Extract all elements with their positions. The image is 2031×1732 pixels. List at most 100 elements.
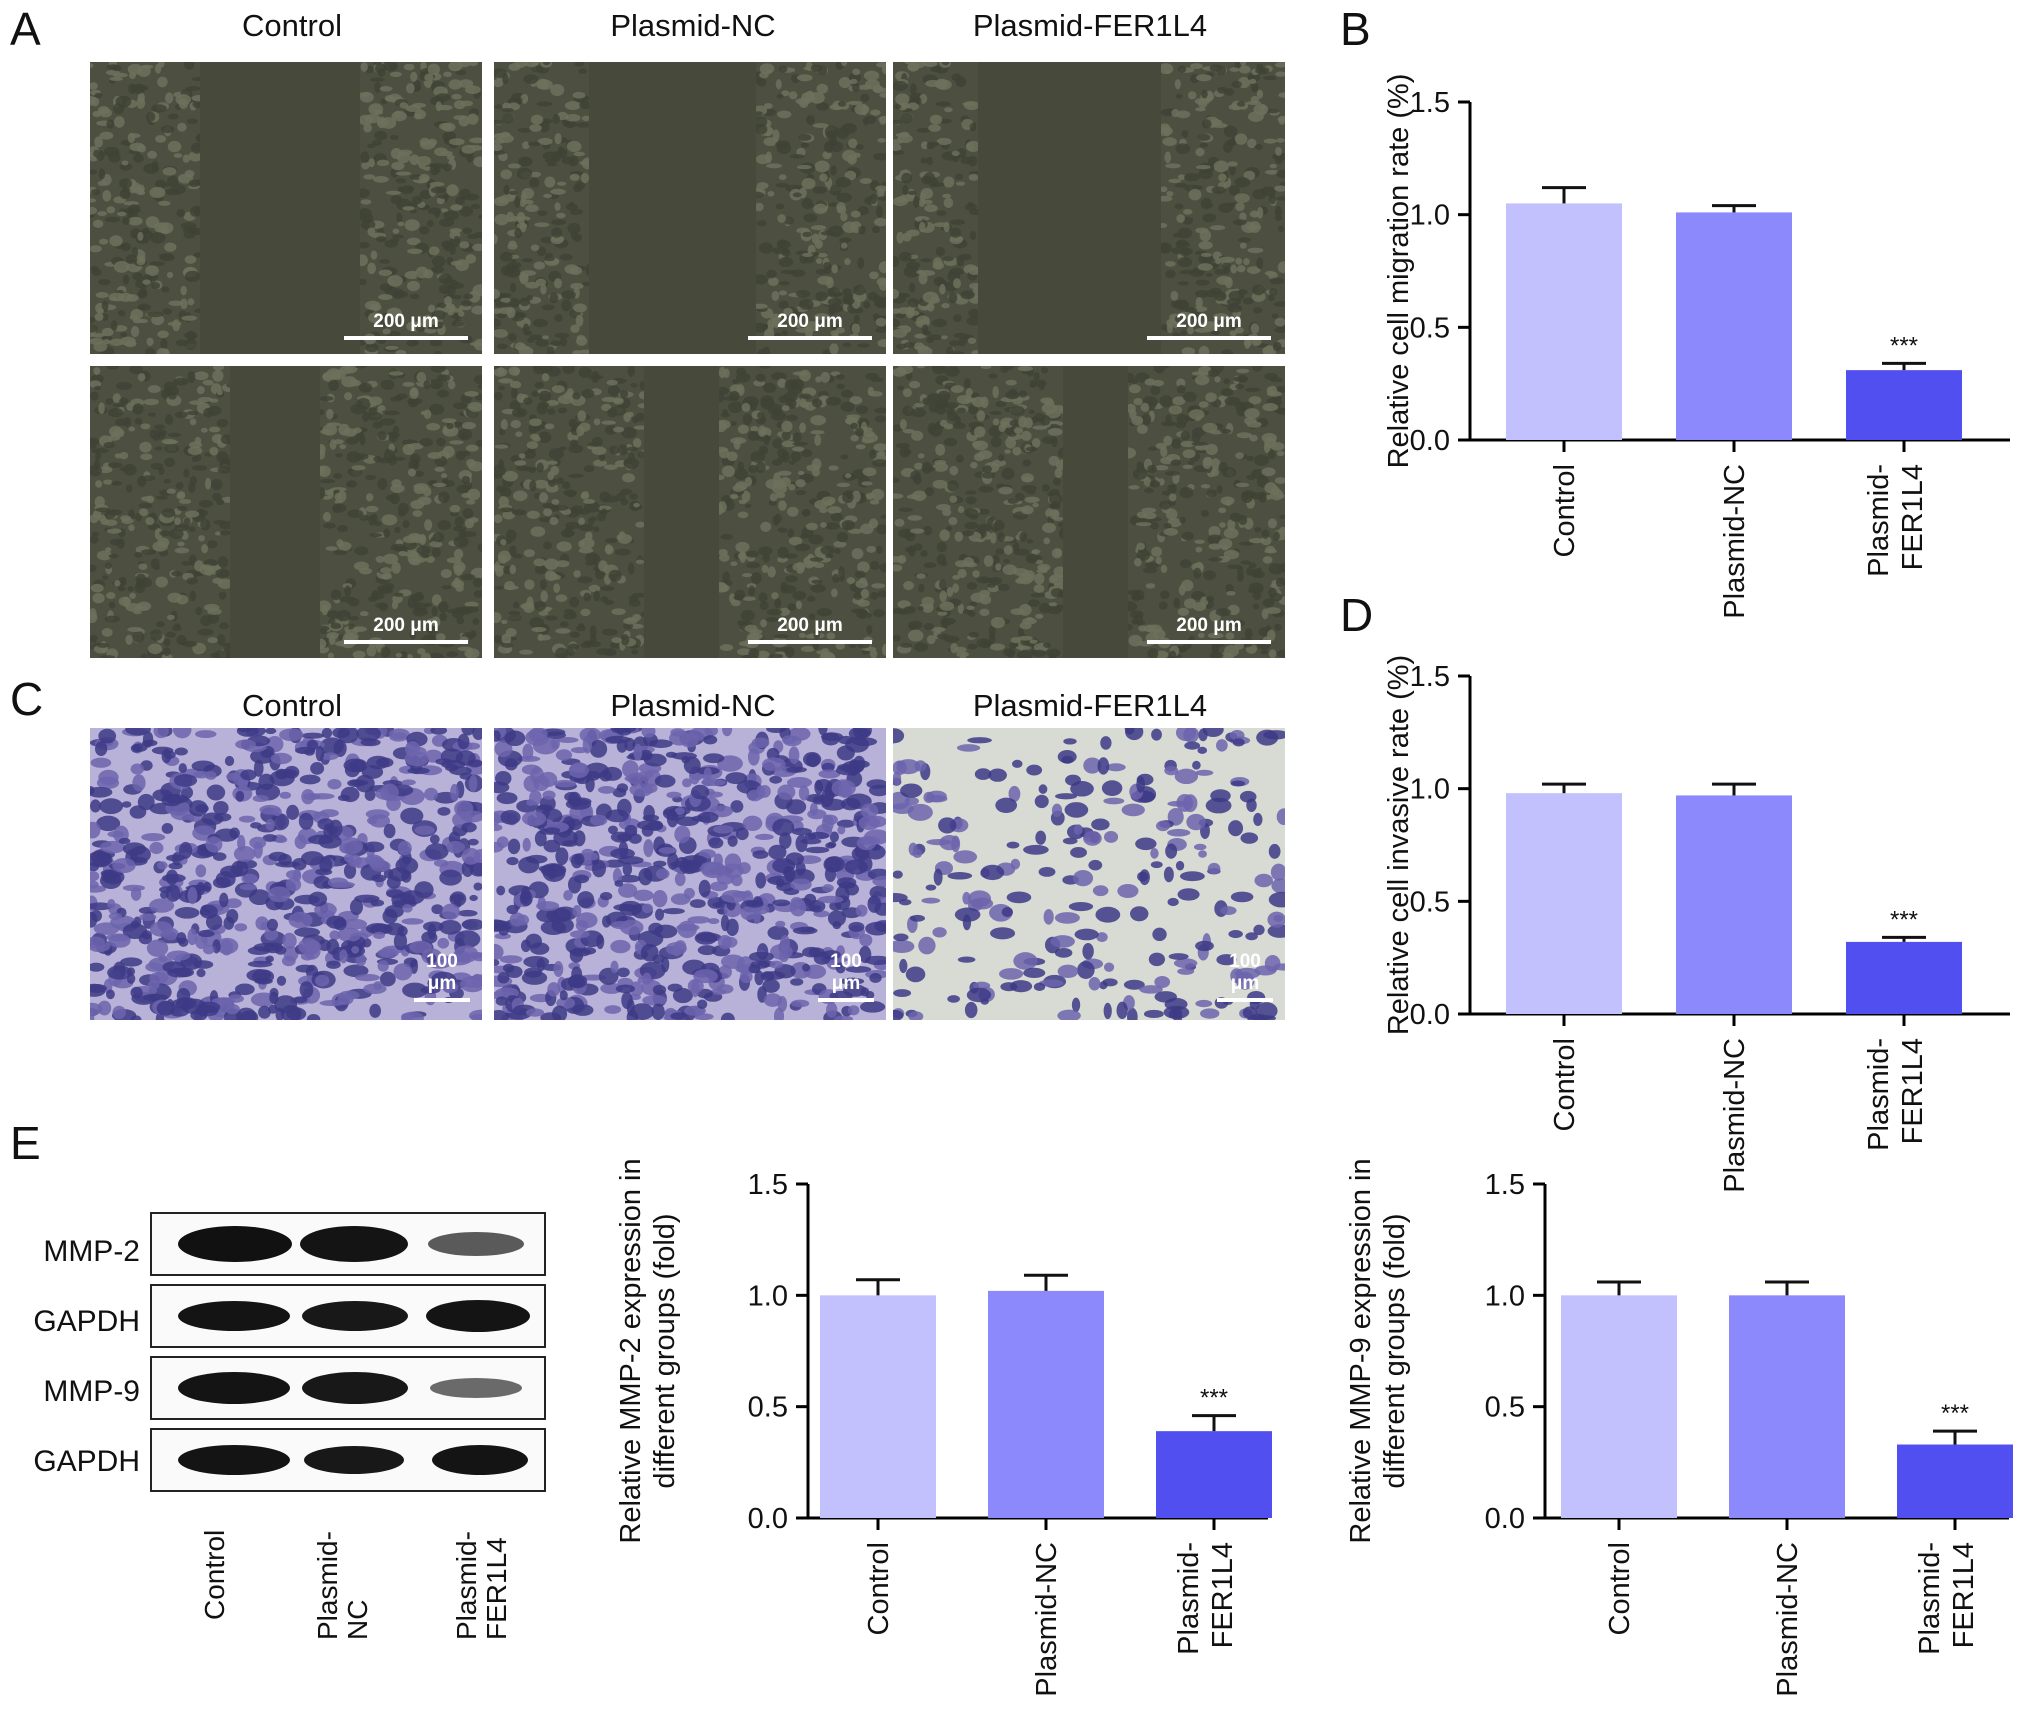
bar-2 <box>1897 1445 2013 1518</box>
scale-bar-line <box>818 998 874 1002</box>
y-tick-label: 1.0 <box>1485 1280 1525 1312</box>
significance-label: *** <box>1941 1400 1969 1427</box>
y-tick-label: 0.0 <box>1485 1503 1525 1535</box>
band <box>178 1301 290 1331</box>
blot-xlabel-nc: Plasmid- NC <box>313 1500 373 1640</box>
significance-label: *** <box>1200 1385 1228 1412</box>
micrograph-wound-24h-control: 200 μm <box>90 62 482 354</box>
bar-0 <box>1506 793 1622 1014</box>
panel-label-e: E <box>10 1116 41 1170</box>
y-tick-label: 0.0 <box>1410 425 1450 457</box>
scale-bar-line <box>344 336 468 340</box>
scale-bar-line <box>1147 640 1271 644</box>
x-tick-label-line: FER1L4 <box>1207 1542 1239 1648</box>
micrograph-wound-24h-nc: 200 μm <box>494 62 886 354</box>
x-tick-label-line: Plasmid- <box>1173 1542 1205 1655</box>
band <box>304 1446 404 1474</box>
bar-2 <box>1156 1431 1272 1518</box>
bar-1 <box>1676 795 1792 1014</box>
band <box>300 1226 408 1262</box>
x-tick-label-line: Plasmid- <box>1863 464 1895 577</box>
scale-bar: 200 μm <box>1147 615 1271 644</box>
scale-bar: 200 μm <box>344 615 468 644</box>
scale-bar-line <box>748 640 872 644</box>
x-tick-label-line: FER1L4 <box>1897 464 1929 570</box>
bar-0 <box>820 1295 936 1518</box>
blot-xlabel-control: Control <box>200 1490 230 1620</box>
blot-strip-mmp2 <box>150 1212 546 1276</box>
blot-xlabel-fer: Plasmid- FER1L4 <box>452 1500 512 1640</box>
x-tick-label: Plasmid-NC <box>1772 1542 1804 1697</box>
bar-2 <box>1846 942 1962 1014</box>
y-tick-label: 1.0 <box>1410 200 1450 232</box>
band <box>178 1372 290 1404</box>
bar-2 <box>1846 370 1962 440</box>
band <box>302 1301 408 1331</box>
scale-bar-line <box>1217 998 1273 1002</box>
panel-label-b: B <box>1340 2 1371 56</box>
bar-0 <box>1506 203 1622 440</box>
significance-label: *** <box>1890 906 1918 933</box>
significance-label: *** <box>1890 332 1918 359</box>
y-tick-label: 0.5 <box>748 1392 788 1424</box>
scale-bar-label: 100 μm <box>818 951 874 995</box>
band <box>430 1378 522 1398</box>
x-tick-label: Plasmid-NC <box>1031 1542 1063 1697</box>
panel-c-title-control: Control <box>96 688 488 724</box>
y-axis-label: Relative cell migration rate (%) <box>1383 74 1415 469</box>
blot-label-mmp9: MMP-9 <box>10 1375 140 1409</box>
micrograph-wound-0h-control: 200 μm <box>90 366 482 658</box>
panel-a-title-control: Control <box>96 8 488 44</box>
y-tick-label: 1.5 <box>1410 87 1450 119</box>
blot-strip-mmp9 <box>150 1356 546 1420</box>
scale-bar-label: 200 μm <box>748 311 872 333</box>
x-tick-label-line: FER1L4 <box>1897 1038 1929 1144</box>
band <box>428 1232 524 1256</box>
panel-a-title-nc: Plasmid-NC <box>497 8 889 44</box>
panel-a-title-fer: Plasmid-FER1L4 <box>894 8 1286 44</box>
y-tick-label: 0.5 <box>1485 1392 1525 1424</box>
scale-bar: 100 μm <box>1217 951 1273 1002</box>
y-tick-label: 0.0 <box>1410 999 1450 1031</box>
scale-bar: 200 μm <box>748 311 872 340</box>
x-tick-label-line: FER1L4 <box>1948 1542 1980 1648</box>
scale-bar-line <box>414 998 470 1002</box>
band <box>426 1300 530 1332</box>
blot-strip-gapdh-2 <box>150 1428 546 1492</box>
scale-bar-label: 200 μm <box>1147 615 1271 637</box>
micrograph-wound-0h-fer: 200 μm <box>893 366 1285 658</box>
scale-bar-label: 200 μm <box>1147 311 1271 333</box>
micrograph-transwell-nc: 100 μm <box>494 728 886 1020</box>
bar-1 <box>1676 212 1792 440</box>
panel-c-title-fer: Plasmid-FER1L4 <box>894 688 1286 724</box>
blot-strip-gapdh-1 <box>150 1284 546 1348</box>
micrograph-wound-24h-fer: 200 μm <box>893 62 1285 354</box>
micrograph-transwell-control: 100 μm <box>90 728 482 1020</box>
y-tick-label: 0.5 <box>1410 312 1450 344</box>
x-tick-label-line: Plasmid- <box>1914 1542 1946 1655</box>
y-tick-label: 0.0 <box>748 1503 788 1535</box>
y-axis-label: Relative MMP-2 expression indifferent gr… <box>615 1158 681 1543</box>
band <box>178 1226 292 1262</box>
scale-bar-line <box>1147 336 1271 340</box>
band <box>432 1445 528 1475</box>
panel-label-c: C <box>10 672 43 726</box>
bar-0 <box>1561 1295 1677 1518</box>
x-tick-label: Plasmid-NC <box>1719 464 1751 619</box>
panel-label-d: D <box>1340 588 1373 642</box>
x-tick-label-line: Plasmid- <box>1863 1038 1895 1151</box>
x-tick-label: Control <box>1549 464 1581 558</box>
panel-c-title-nc: Plasmid-NC <box>497 688 889 724</box>
scale-bar: 200 μm <box>748 615 872 644</box>
scale-bar: 100 μm <box>818 951 874 1002</box>
scale-bar-label: 200 μm <box>748 615 872 637</box>
scale-bar-label: 100 μm <box>1217 951 1273 995</box>
y-tick-label: 1.0 <box>1410 774 1450 806</box>
scale-bar: 200 μm <box>344 311 468 340</box>
micrograph-wound-0h-nc: 200 μm <box>494 366 886 658</box>
y-tick-label: 1.0 <box>748 1280 788 1312</box>
y-axis-label: Relative cell invasive rate (%) <box>1383 655 1415 1035</box>
scale-bar-line <box>748 336 872 340</box>
